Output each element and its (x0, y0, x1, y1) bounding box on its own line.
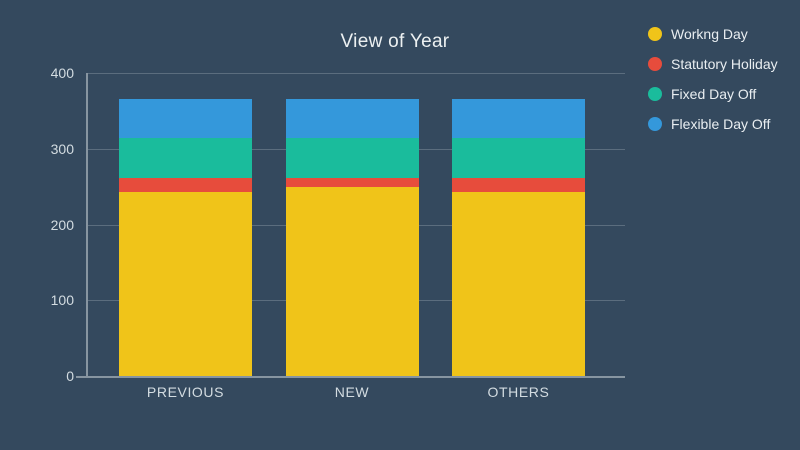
legend-item-fixed-day-off[interactable]: Fixed Day Off (648, 79, 798, 109)
bar-segment-previous-flexible-day-off[interactable] (119, 98, 252, 139)
chart-title: View of Year (340, 31, 450, 52)
bar-segment-others-statutory-holiday[interactable] (452, 177, 585, 192)
y-axis-labels: 0 100 200 300 400 (0, 65, 74, 384)
x-axis-labels: PREVIOUS NEW OTHERS (88, 384, 625, 404)
legend-item-flexible-day-off[interactable]: Flexible Day Off (648, 109, 798, 139)
bar-segment-previous-fixed-day-off[interactable] (119, 138, 252, 178)
y-axis-line (86, 73, 88, 376)
legend-label-fixed-day-off: Fixed Day Off (671, 86, 757, 102)
y-tick-label-400: 400 (50, 65, 74, 81)
legend-label-statutory-holiday: Statutory Holiday (671, 56, 778, 72)
gridline-y-400 (88, 73, 625, 74)
plot-area (88, 73, 625, 376)
legend-swatch-icon-statutory-holiday (648, 57, 662, 71)
bar-segment-previous-statutory-holiday[interactable] (119, 177, 252, 192)
bar-segment-previous-workng-day[interactable] (119, 191, 252, 376)
legend-item-workng-day[interactable]: Workng Day (648, 19, 798, 49)
legend-swatch-icon-fixed-day-off (648, 87, 662, 101)
y-tick-label-0: 0 (66, 368, 74, 384)
x-tick-label-others: OTHERS (487, 384, 550, 400)
bar-segment-new-flexible-day-off[interactable] (285, 98, 419, 139)
bar-new[interactable] (285, 98, 419, 376)
legend-swatch-icon-flexible-day-off (648, 117, 662, 131)
bar-segment-new-workng-day[interactable] (285, 186, 419, 376)
y-tick-label-300: 300 (50, 140, 74, 157)
legend-swatch-icon-workng-day (648, 27, 662, 41)
bar-others[interactable] (452, 98, 585, 376)
bar-segment-new-fixed-day-off[interactable] (285, 138, 419, 178)
y-tick-label-100: 100 (50, 292, 74, 309)
bar-segment-others-fixed-day-off[interactable] (452, 138, 585, 178)
y-tick-label-200: 200 (50, 216, 74, 233)
legend: Workng Day Statutory Holiday Fixed Day Off… (648, 19, 798, 139)
bar-segment-new-statutory-holiday[interactable] (285, 177, 419, 187)
legend-label-workng-day: Workng Day (671, 26, 748, 42)
bar-segment-others-workng-day[interactable] (452, 191, 585, 376)
x-tick-label-previous: PREVIOUS (146, 384, 225, 400)
legend-label-flexible-day-off: Flexible Day Off (671, 116, 771, 132)
bar-segment-others-flexible-day-off[interactable] (452, 98, 585, 139)
legend-item-statutory-holiday[interactable]: Statutory Holiday (648, 49, 798, 79)
x-axis-line (76, 376, 625, 378)
bar-previous[interactable] (119, 98, 252, 376)
x-tick-label-new: NEW (334, 384, 370, 400)
